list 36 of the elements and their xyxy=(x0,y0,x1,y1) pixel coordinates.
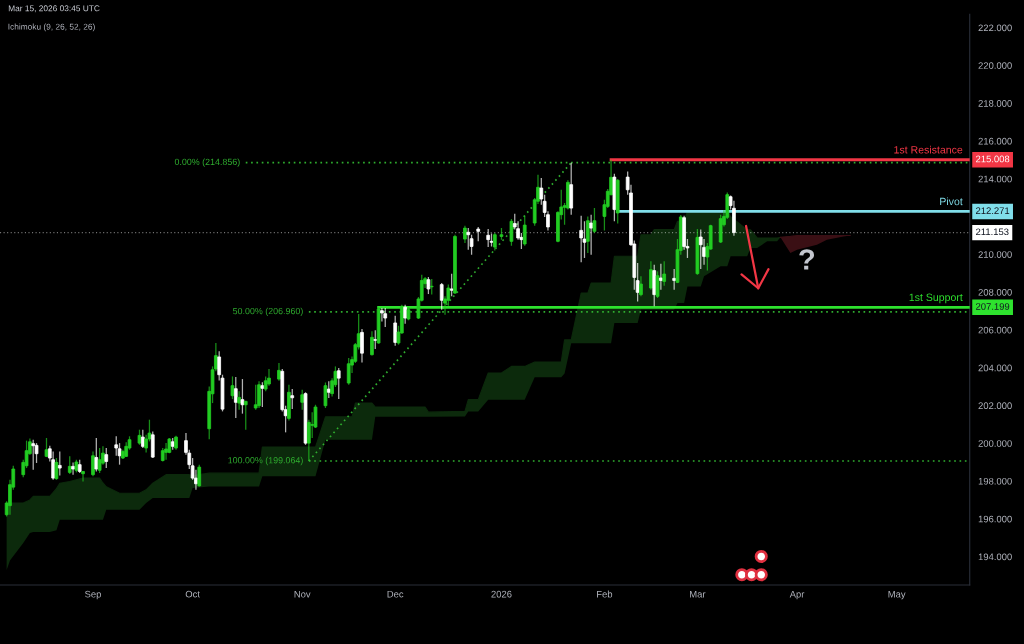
annotation: Ichimoku (9, 26, 52, 26) xyxy=(8,23,95,32)
y-tick-label: 216.000 xyxy=(978,137,1012,145)
y-tick-label: 202.000 xyxy=(978,402,1012,410)
y-tick-label: 208.000 xyxy=(978,288,1012,296)
y-tick-label: 210.000 xyxy=(978,251,1012,258)
x-tick-label: Feb xyxy=(597,590,613,598)
x-tick-label: 2026 xyxy=(491,590,512,598)
y-tick-label: 214.000 xyxy=(978,175,1012,183)
series-label: 1st Support xyxy=(909,293,963,304)
series-label: 1st Resistance xyxy=(894,145,963,154)
series-label: Pivot xyxy=(940,197,963,206)
x-tick-label: May xyxy=(888,590,906,600)
y-tick-label: 222.000 xyxy=(978,24,1012,32)
x-tick-label: Sep xyxy=(85,590,101,600)
y-tick-label: 198.000 xyxy=(978,477,1012,485)
annotation: ? xyxy=(799,249,815,270)
annotation: 100.00% (199.064) xyxy=(228,456,303,466)
y-tick-label: 206.000 xyxy=(978,326,1012,334)
y-tick-label: 196.000 xyxy=(978,515,1012,523)
y-tick-label: 220.000 xyxy=(978,62,1012,69)
y-tick-label: 218.000 xyxy=(978,100,1012,107)
x-tick-label: Apr xyxy=(789,590,805,600)
y-tick-label: 200.000 xyxy=(978,440,1012,447)
y-tick-label: 204.000 xyxy=(978,364,1012,372)
x-tick-label: Oct xyxy=(185,590,200,598)
annotation: 50.00% (206.960) xyxy=(232,307,303,316)
ref-line-label: 211.153 xyxy=(976,228,1009,236)
annotation: 0.00% (214.856) xyxy=(174,158,240,167)
data-label: 207.199 xyxy=(976,303,1010,310)
data-label: 212.271 xyxy=(976,207,1010,214)
text: Mar 15, 2026 03:45 UTC xyxy=(8,5,100,13)
x-tick-label: Dec xyxy=(387,590,404,598)
data-label: 215.008 xyxy=(976,155,1010,163)
y-tick-label: 194.000 xyxy=(978,553,1012,561)
x-tick-label: Mar xyxy=(690,590,706,598)
x-tick-label: Nov xyxy=(294,590,311,598)
